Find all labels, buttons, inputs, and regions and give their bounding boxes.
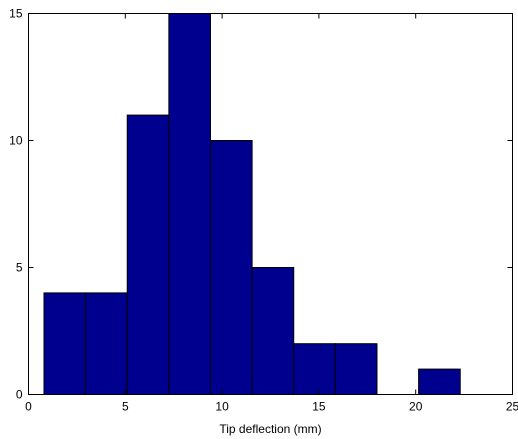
x-axis-label: Tip deflection (mm) — [219, 422, 321, 436]
histogram-bar-2 — [85, 292, 128, 395]
y-tick-label-10: 10 — [9, 134, 23, 148]
histogram-bar-8 — [334, 343, 378, 396]
x-tick-label-0: 0 — [25, 400, 32, 414]
histogram-bar-1 — [43, 292, 87, 395]
x-tick-label-5: 5 — [122, 400, 129, 414]
x-tick-label-15: 15 — [312, 400, 326, 414]
histogram-bar-7 — [293, 343, 336, 396]
x-tick-label-20: 20 — [409, 400, 423, 414]
x-tick-label-25: 25 — [506, 400, 518, 414]
ticks-layer — [28, 13, 513, 395]
y-tick-label-5: 5 — [16, 261, 23, 275]
plot-area-frame — [28, 13, 513, 395]
y-tick-label-15: 15 — [9, 7, 23, 21]
histogram-bar-10 — [418, 368, 461, 396]
histogram-bar-4 — [168, 13, 211, 395]
histogram-bar-5 — [209, 140, 253, 395]
bars-layer — [43, 13, 461, 396]
y-tick-label-0: 0 — [16, 388, 23, 402]
histogram-bar-6 — [251, 267, 295, 395]
tick-labels-layer: 0 5 10 15 20 25 0 5 10 15 — [9, 7, 518, 414]
x-tick-label-10: 10 — [215, 400, 229, 414]
histogram-bar-3 — [126, 114, 170, 395]
